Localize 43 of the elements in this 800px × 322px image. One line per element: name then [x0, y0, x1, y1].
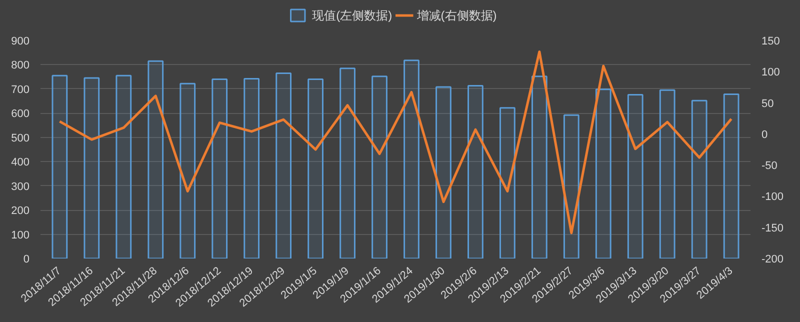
bar — [563, 114, 580, 258]
bar — [84, 77, 100, 258]
bar — [691, 100, 708, 258]
y2-tick-label: -50 — [762, 160, 778, 172]
bar — [308, 78, 324, 258]
y-tick-label: 700 — [11, 84, 30, 96]
y-tick-label: 100 — [11, 229, 30, 242]
y-tick-label: 900 — [11, 36, 30, 48]
y-tick-label: 500 — [11, 132, 30, 144]
y2-tick-label: -150 — [762, 222, 784, 234]
bar — [404, 60, 420, 258]
bar — [499, 107, 516, 258]
y-tick-label: 0 — [23, 254, 30, 266]
y-tick-label: 400 — [11, 156, 30, 169]
bar — [52, 74, 68, 258]
bar — [531, 76, 548, 258]
bar — [244, 78, 260, 258]
line-series — [58, 50, 733, 234]
y2-tick-label: -200 — [762, 254, 784, 266]
legend-label: 现值(左侧数据) — [312, 8, 392, 22]
bar — [148, 60, 164, 258]
y2-tick-label: 0 — [762, 128, 768, 141]
y-tick-label: 600 — [11, 108, 30, 120]
bar — [180, 82, 196, 258]
y-tick-label: 800 — [11, 60, 30, 72]
bar — [276, 72, 292, 258]
bar — [372, 76, 388, 258]
y-tick-label: 300 — [11, 180, 30, 193]
bar — [468, 85, 484, 258]
y2-tick-label: 150 — [762, 36, 780, 48]
bar — [212, 78, 228, 258]
y2-tick-label: 100 — [762, 66, 780, 79]
bar — [340, 68, 356, 258]
legend-label: 增减(右侧数据) — [416, 8, 497, 22]
bar — [595, 88, 612, 258]
bar — [723, 94, 740, 258]
bar — [116, 74, 132, 258]
y2-tick-label: -100 — [762, 191, 784, 204]
y2-tick-label: 50 — [762, 98, 774, 110]
bar — [659, 89, 676, 258]
y-tick-label: 200 — [11, 205, 30, 218]
bar — [436, 86, 452, 258]
bar — [627, 94, 644, 258]
